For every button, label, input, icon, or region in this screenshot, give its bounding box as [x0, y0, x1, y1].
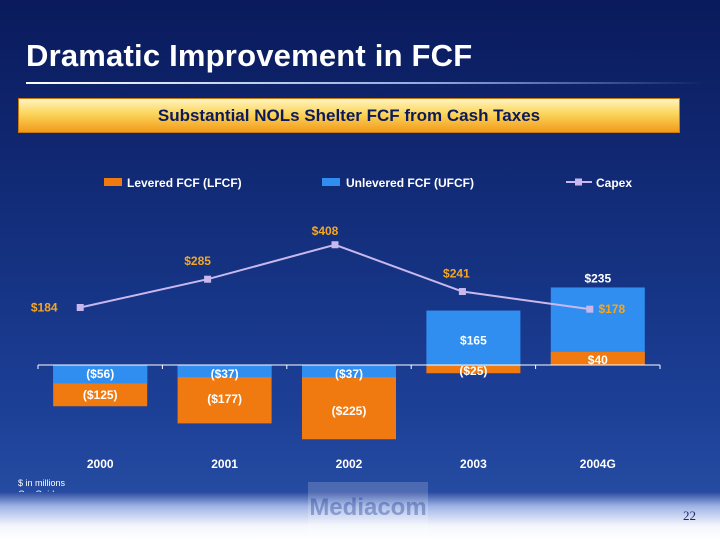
legend-label-ufcf: Unlevered FCF (UFCF)	[346, 176, 474, 190]
x-tick-label-2002: 2002	[336, 457, 363, 471]
plot-area: 2000 2001 2002 2003 2004G ($125) ($56) ($177) ($…	[31, 224, 661, 471]
data-label-lfcf-2003: ($25)	[459, 364, 487, 378]
bar-ufcf-2002	[302, 365, 396, 378]
units-note: $ in millions	[18, 478, 66, 488]
x-tick-label-2001: 2001	[211, 457, 238, 471]
capex-point-2002	[331, 241, 339, 249]
subtitle-banner: Substantial NOLs Shelter FCF from Cash T…	[18, 98, 680, 133]
capex-point-2004G	[586, 305, 594, 313]
data-label-capex-2003: $241	[443, 267, 470, 281]
x-tick-label-2004G: 2004G	[580, 457, 616, 471]
company-logo: Mediacom	[308, 482, 428, 534]
capex-line	[79, 243, 590, 311]
data-label-lfcf-2001: ($177)	[207, 392, 242, 406]
bar-ufcf-2003	[426, 310, 521, 365]
page-number: 22	[683, 508, 696, 523]
legend-label-capex: Capex	[596, 176, 632, 190]
data-label-capex-2002: $408	[312, 224, 339, 238]
capex-point-2001	[204, 275, 212, 283]
legend-swatch-lfcf	[104, 178, 122, 186]
capex-point-2000	[76, 303, 84, 311]
legend-label-lfcf: Levered FCF (LFCF)	[127, 176, 242, 190]
data-label-lfcf-2000: ($125)	[83, 388, 118, 402]
bar-lfcf-2003	[426, 365, 521, 374]
x-tick-label-2000: 2000	[87, 457, 114, 471]
bar-lfcf-2002	[302, 365, 396, 440]
bar-ufcf-2001	[177, 365, 272, 378]
bar-ufcf-2000	[53, 365, 148, 384]
data-label-capex-2000: $184	[31, 300, 58, 314]
title-divider	[26, 82, 706, 84]
legend-marker-capex	[575, 178, 582, 186]
data-label-lfcf-2002: ($225)	[332, 404, 367, 418]
bar-lfcf-2004G	[550, 351, 645, 365]
slide-title: Dramatic Improvement in FCF	[26, 38, 473, 73]
data-label-lfcf-2004G: $40	[588, 353, 608, 367]
data-label-ufcf-2002: ($37)	[335, 367, 363, 381]
data-label-capex-2004G: $178	[598, 302, 625, 316]
data-label-ufcf-2001: ($37)	[211, 367, 239, 381]
data-label-ufcf-2003: $165	[460, 334, 487, 348]
data-label-ufcf-2004G: $235	[584, 271, 611, 285]
data-label-ufcf-2000: ($56)	[86, 367, 114, 381]
legend-swatch-ufcf	[322, 178, 340, 186]
data-label-capex-2001: $285	[184, 254, 211, 268]
footer-bar	[0, 492, 720, 540]
chart-legend: Levered FCF (LFCF) Unlevered FCF (UFCF) …	[104, 176, 632, 190]
x-tick-label-2003: 2003	[460, 457, 487, 471]
capex-point-2003	[458, 288, 466, 296]
